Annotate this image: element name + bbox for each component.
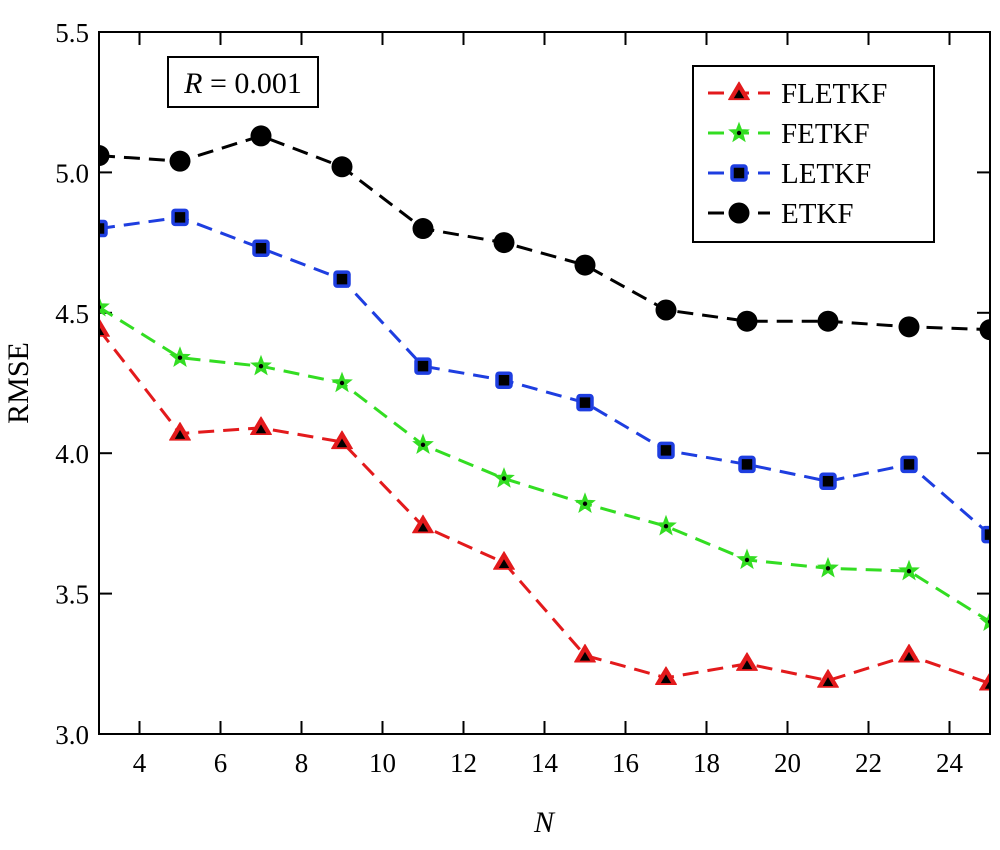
x-tick-label: 20 — [774, 748, 801, 778]
legend-item-etkf: ETKF — [708, 198, 854, 230]
star-marker-core — [825, 566, 831, 571]
series-fletkf — [99, 318, 990, 691]
legend-label: LETKF — [781, 158, 871, 190]
series-line — [99, 305, 990, 623]
x-axis-label: N — [533, 806, 556, 839]
square-marker — [900, 455, 918, 474]
y-tick-label: 5.0 — [55, 158, 89, 188]
star-marker-core — [582, 501, 588, 506]
triangle-marker-core — [733, 89, 745, 99]
triangle-marker-core — [336, 438, 348, 448]
star-marker — [99, 295, 110, 317]
square-marker — [333, 270, 351, 288]
circle-marker — [655, 299, 677, 321]
star-marker-core — [906, 568, 912, 574]
triangle-marker-core — [741, 660, 753, 670]
triangle-marker-core — [498, 559, 510, 569]
square-marker — [738, 455, 756, 474]
y-tick-label: 4.5 — [55, 299, 89, 329]
triangle-marker-core — [255, 424, 267, 434]
star-marker-core — [736, 130, 742, 136]
triangle-marker-core — [174, 430, 186, 439]
legend-label: ETKF — [781, 198, 854, 230]
tick-labels: 4 6 8 10 12 14 16 18 20 22 24 3.0 3.5 4.0 4.5 5.0 5.5 — [55, 18, 963, 778]
circle-marker — [979, 319, 990, 341]
annotation-variable: R — [183, 67, 202, 100]
series-line — [99, 134, 990, 332]
annotation-box: R = 0.001 — [167, 56, 319, 108]
y-axis-label: RMSE — [2, 342, 35, 424]
star-marker-core — [339, 380, 345, 386]
triangle-marker-core — [822, 677, 834, 686]
series-line — [99, 328, 990, 685]
series-layer — [99, 125, 990, 691]
square-marker — [657, 441, 675, 460]
star-marker-core — [663, 524, 669, 529]
series-etkf — [99, 125, 990, 341]
x-tick-label: 16 — [612, 748, 639, 778]
circle-marker — [736, 310, 758, 332]
circle-marker — [817, 310, 839, 332]
x-tick-label: 22 — [855, 748, 882, 778]
circle-marker — [574, 254, 596, 276]
y-tick-label: 3.0 — [55, 720, 89, 750]
circle-marker — [412, 218, 434, 240]
series-line — [99, 215, 990, 536]
x-tick-label: 6 — [214, 748, 228, 778]
circle-marker — [898, 316, 920, 338]
series-letkf — [99, 208, 990, 544]
star-marker-core — [258, 363, 264, 369]
circle-marker — [99, 145, 110, 167]
legend-item-fletkf: FLETKF — [708, 78, 887, 110]
legend-item-letkf: LETKF — [708, 158, 871, 190]
star-marker-core — [177, 355, 183, 360]
plot-frame — [98, 31, 991, 735]
star-marker-core — [744, 557, 750, 563]
annotation-equation: = 0.001 — [202, 67, 301, 100]
legend-item-fetkf: FETKF — [708, 118, 870, 150]
triangle-marker-core — [903, 651, 915, 661]
star-marker — [979, 610, 990, 631]
square-marker — [819, 472, 837, 491]
circle-marker — [169, 150, 191, 172]
circle-marker — [250, 125, 272, 147]
square-marker — [171, 208, 189, 227]
y-tick-label: 5.5 — [55, 18, 89, 48]
square-marker — [252, 239, 270, 257]
square-marker — [99, 219, 108, 238]
triangle-marker-core — [99, 326, 105, 335]
x-tick-label: 4 — [133, 748, 147, 778]
square-marker — [576, 393, 594, 412]
x-tick-label: 8 — [295, 748, 309, 778]
x-tick-label: 24 — [936, 748, 964, 778]
x-tick-label: 18 — [693, 748, 720, 778]
triangle-marker-core — [660, 674, 672, 684]
series-fetkf — [99, 295, 990, 631]
star-marker-core — [420, 442, 426, 447]
circle-marker — [728, 202, 750, 224]
legend: FLETKF FETKF LETKF ETKF — [692, 65, 935, 243]
triangle-marker-core — [417, 522, 429, 532]
y-tick-label: 4.0 — [55, 439, 89, 469]
square-marker — [414, 357, 432, 375]
svg-text:R = 0.001: R = 0.001 — [183, 67, 302, 100]
circle-marker — [493, 232, 515, 254]
square-marker — [495, 371, 513, 389]
y-tick-label: 3.5 — [55, 580, 89, 610]
square-marker — [730, 164, 748, 182]
legend-label: FLETKF — [781, 78, 887, 110]
triangle-marker-core — [984, 679, 990, 689]
x-tick-label: 12 — [450, 748, 477, 778]
square-marker — [981, 525, 990, 544]
legend-label: FETKF — [781, 118, 870, 150]
x-tick-label: 14 — [531, 748, 559, 778]
star-marker-core — [501, 476, 507, 481]
x-tick-label: 10 — [369, 748, 396, 778]
circle-marker — [331, 156, 353, 178]
triangle-marker-core — [579, 651, 591, 661]
